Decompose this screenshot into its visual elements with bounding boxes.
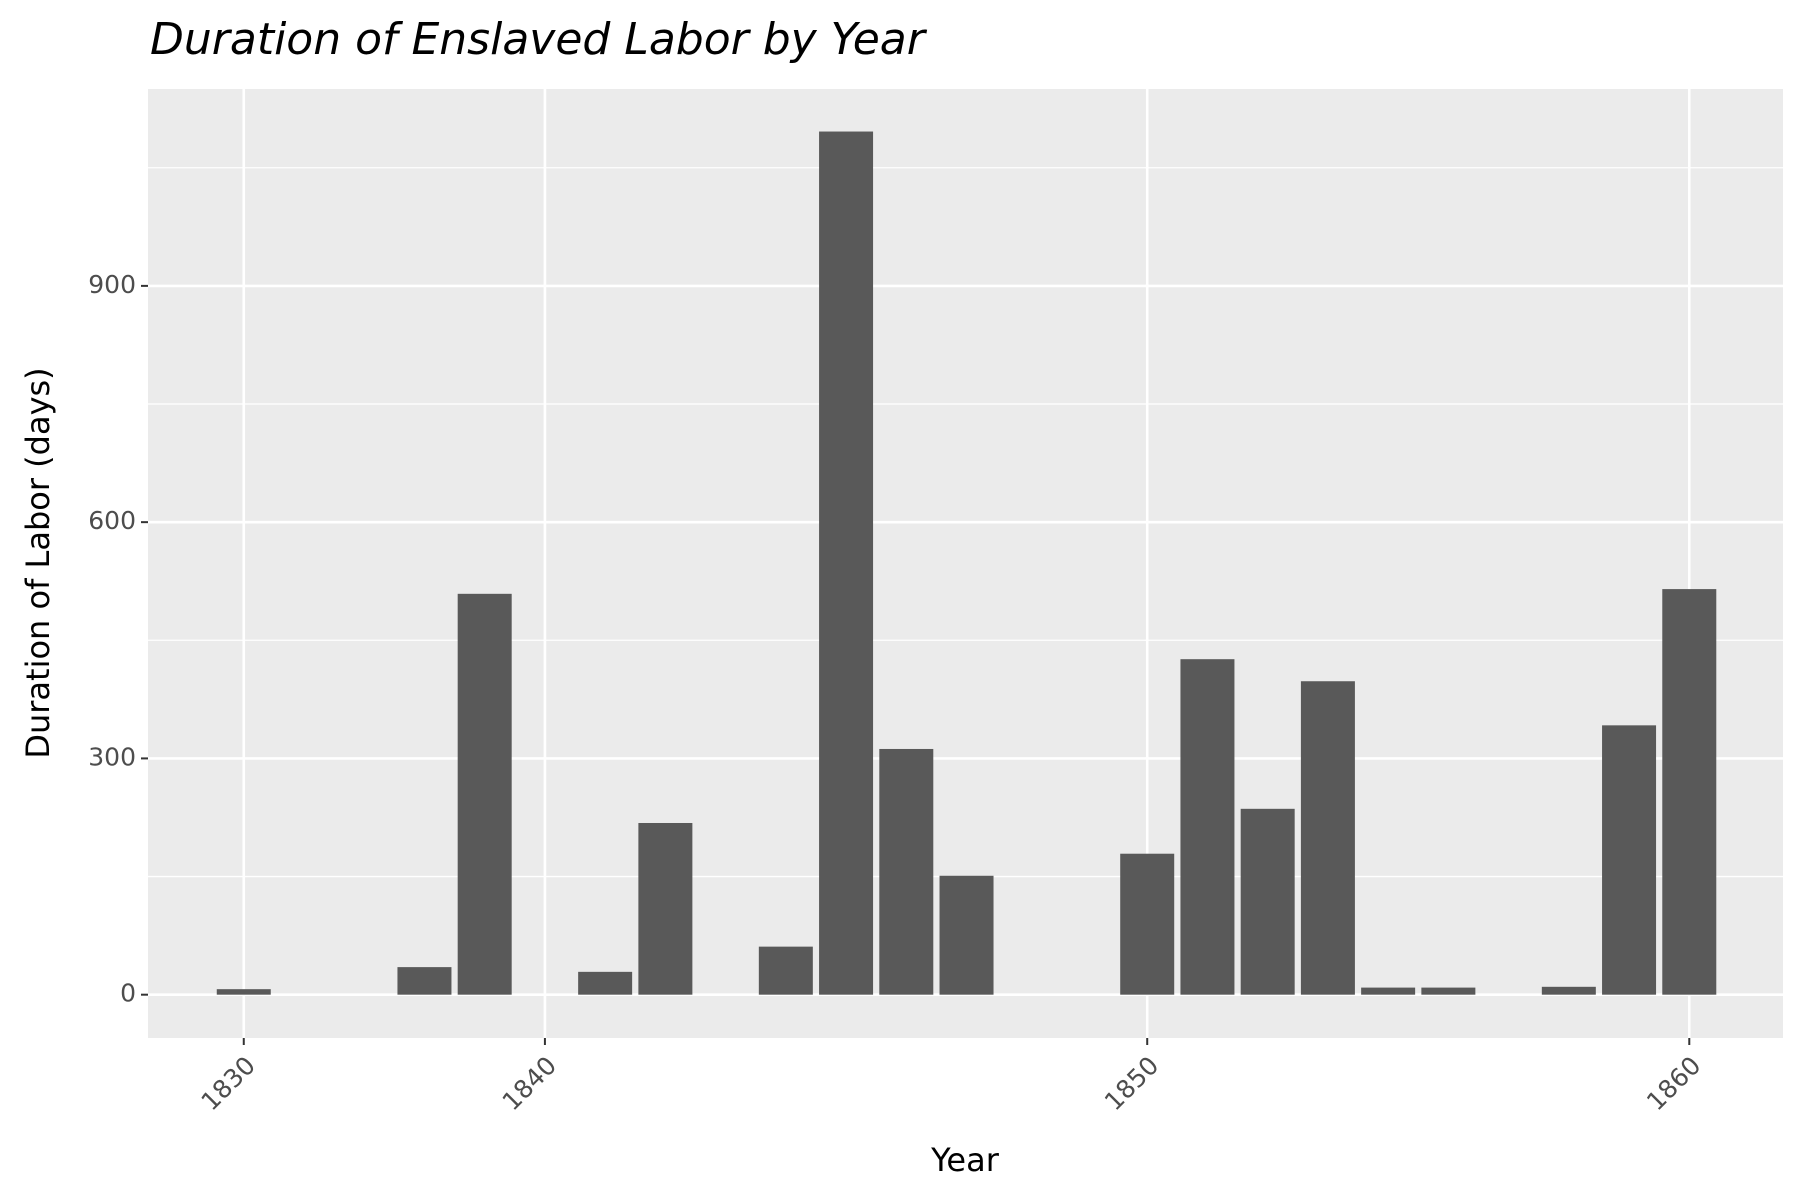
bar xyxy=(1662,589,1717,995)
x-axis-title: Year xyxy=(930,1141,1000,1179)
bar xyxy=(879,748,934,995)
bar xyxy=(1300,681,1355,995)
bar xyxy=(638,822,693,995)
bar xyxy=(1421,987,1476,995)
x-tick-label: 1850 xyxy=(1099,1051,1164,1116)
x-tick-label: 1860 xyxy=(1641,1051,1706,1116)
bar xyxy=(397,967,452,995)
chart-title: Duration of Enslaved Labor by Year xyxy=(150,14,928,65)
y-tick-label: 300 xyxy=(88,742,136,771)
y-axis-title: Duration of Labor (days) xyxy=(19,367,57,758)
x-tick-label: 1840 xyxy=(497,1051,562,1116)
bar xyxy=(1602,725,1657,995)
bar xyxy=(1361,987,1416,995)
bar xyxy=(457,593,512,995)
x-tick-label: 1830 xyxy=(195,1051,260,1116)
bar xyxy=(758,946,813,995)
bar xyxy=(216,989,271,995)
y-tick-label: 600 xyxy=(88,506,136,535)
bar xyxy=(1541,986,1596,995)
y-tick-label: 900 xyxy=(88,270,136,299)
bar xyxy=(1180,659,1235,995)
bar xyxy=(1120,853,1175,995)
bar xyxy=(939,875,994,995)
bar xyxy=(819,131,874,995)
bar xyxy=(578,971,633,995)
y-tick-label: 0 xyxy=(120,979,136,1008)
bar xyxy=(1240,808,1295,995)
